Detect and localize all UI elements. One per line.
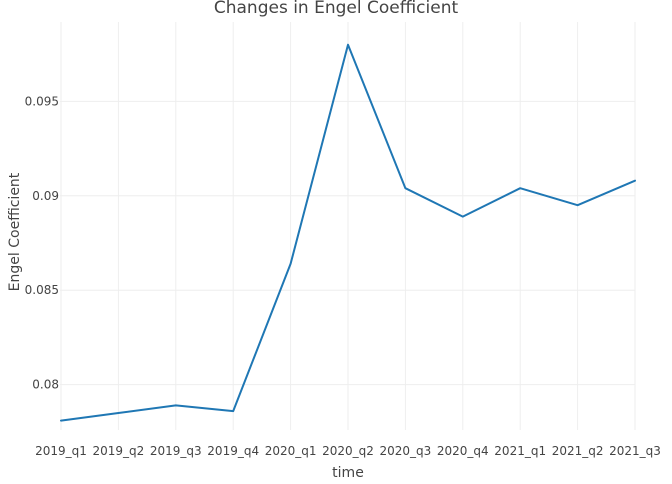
x-tick-label: 2021_q3	[609, 444, 661, 458]
y-axis-ticks: 0.08 0.085 0.09 0.095	[25, 94, 59, 391]
y-tick-label: 0.08	[32, 378, 59, 392]
x-tick-label: 2020_q2	[322, 444, 374, 458]
x-axis-ticks: 2019_q1 2019_q2 2019_q3 2019_q4 2020_q1 2020_…	[35, 444, 661, 458]
chart-title: Changes in Engel Coefficient	[214, 0, 459, 18]
y-tick-label: 0.095	[25, 94, 59, 108]
x-tick-label: 2020_q1	[265, 444, 317, 458]
grid	[60, 22, 635, 430]
y-tick-label: 0.085	[25, 283, 59, 297]
x-tick-label: 2021_q2	[552, 444, 604, 458]
x-axis-title: time	[332, 465, 364, 480]
x-tick-label: 2020_q3	[380, 444, 432, 458]
x-tick-label: 2019_q3	[150, 444, 202, 458]
x-tick-label: 2019_q2	[93, 444, 145, 458]
x-tick-label: 2020_q4	[437, 444, 489, 458]
y-tick-label: 0.09	[32, 189, 59, 203]
y-axis-title: Engel Coefficient	[7, 172, 23, 291]
x-tick-label: 2019_q4	[207, 444, 259, 458]
x-tick-label: 2021_q1	[494, 444, 546, 458]
x-tick-label: 2019_q1	[35, 444, 87, 458]
